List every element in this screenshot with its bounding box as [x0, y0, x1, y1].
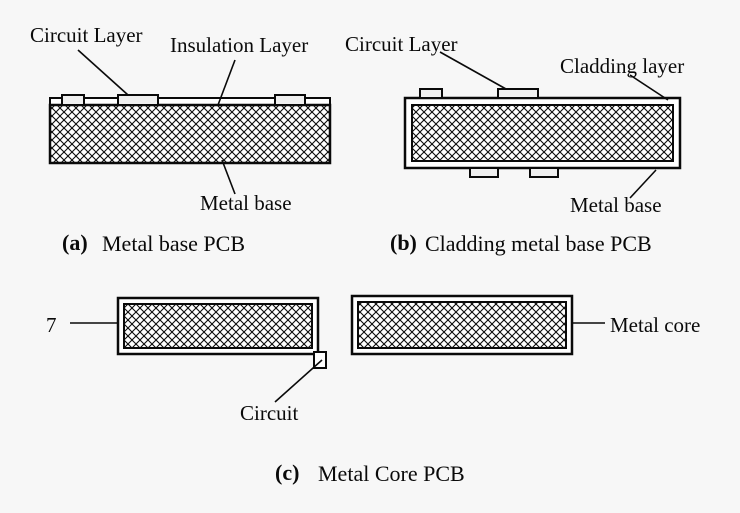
b-pad-bottom-0	[470, 168, 498, 177]
label-b-metal-base: Metal base	[570, 193, 662, 217]
a-leader-metalbase	[222, 160, 235, 194]
caption-b-tag: (b)	[390, 230, 417, 255]
a-circuit-pad-1	[118, 95, 158, 105]
a-circuit-pad-0	[62, 95, 84, 105]
b-pad-top-1	[498, 89, 538, 98]
c-left-core	[124, 304, 312, 348]
label-b-circuit-layer: Circuit Layer	[345, 32, 458, 56]
caption-a-tag: (a)	[62, 230, 88, 255]
label-c-7: 7	[46, 313, 57, 337]
b-leader-circuit	[440, 52, 506, 89]
b-metal-base-block	[412, 105, 673, 161]
label-c-circuit: Circuit	[240, 401, 298, 425]
label-b-cladding-layer: Cladding layer	[560, 54, 684, 78]
c-right-core	[358, 302, 566, 348]
label-c-metal-core: Metal core	[610, 313, 700, 337]
a-metal-base-block	[50, 105, 330, 163]
caption-c-tag: (c)	[275, 460, 299, 485]
c-leader-circuit	[275, 360, 322, 402]
b-pad-bottom-1	[530, 168, 558, 177]
label-a-circuit-layer: Circuit Layer	[30, 23, 143, 47]
b-leader-cladding	[630, 75, 668, 100]
caption-a-text: Metal base PCB	[102, 231, 245, 256]
label-a-insulation-layer: Insulation Layer	[170, 33, 308, 57]
b-pad-top-0	[420, 89, 442, 98]
caption-b-text: Cladding metal base PCB	[425, 231, 652, 256]
label-a-metal-base: Metal base	[200, 191, 292, 215]
a-circuit-pad-2	[275, 95, 305, 105]
caption-c-text: Metal Core PCB	[318, 461, 465, 486]
a-leader-circuit	[78, 50, 128, 95]
